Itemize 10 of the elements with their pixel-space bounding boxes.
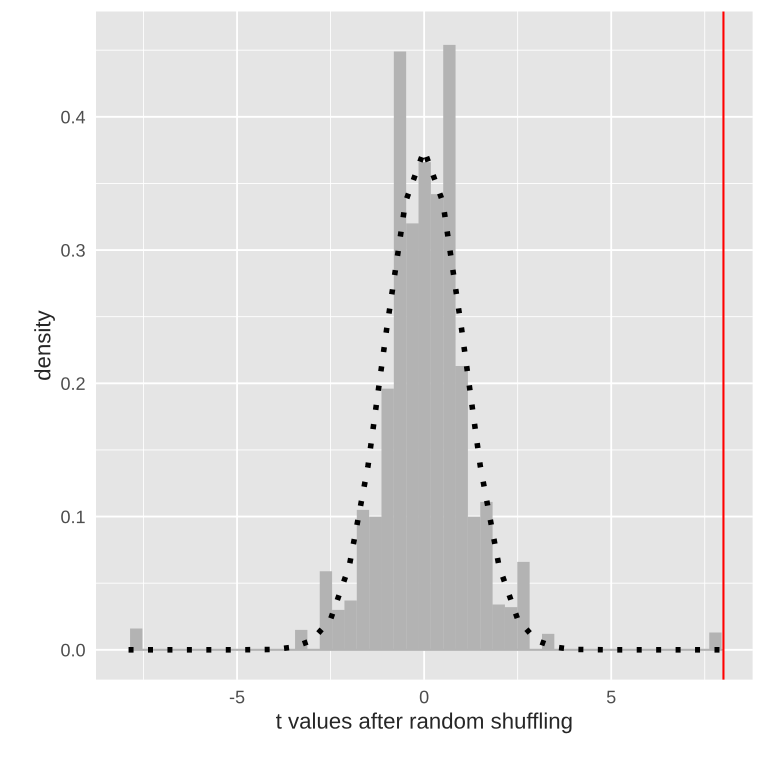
y-tick-label: 0.3 bbox=[61, 244, 85, 257]
x-tick-label: 0 bbox=[420, 690, 428, 704]
x-axis-title: t values after random shuffling bbox=[276, 712, 572, 734]
x-tick-label: -5 bbox=[230, 690, 244, 704]
y-tick-label: 0.0 bbox=[61, 644, 85, 657]
y-axis-title: density bbox=[34, 310, 55, 380]
y-tick-label: 0.4 bbox=[61, 110, 86, 124]
x-tick-label: 5 bbox=[606, 690, 616, 704]
y-tick-label: 0.1 bbox=[61, 510, 85, 524]
y-tick-label: 0.2 bbox=[61, 377, 85, 390]
